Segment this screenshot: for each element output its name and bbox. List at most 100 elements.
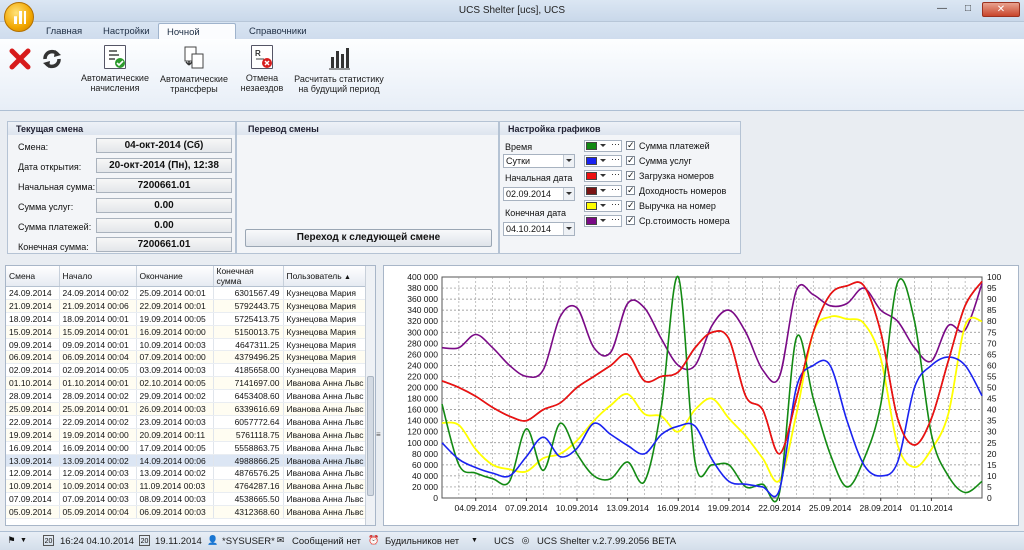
app-logo-icon[interactable] (4, 2, 34, 32)
calendar-icon: 20 (43, 535, 54, 546)
table-row[interactable]: 18.09.2014 18.09.2014 00:01 19.09.2014 00:… (6, 312, 367, 326)
dropdown-icon[interactable]: ▼ (471, 537, 478, 544)
chart-settings-panel: Настройка графиков Время Сутки Начальная… (499, 121, 741, 254)
y-left-tick-label: 240 000 (407, 360, 438, 370)
more-icon: ··· (611, 199, 620, 209)
cell-start: 10.09.2014 00:03 (59, 479, 137, 494)
color-picker-occupancy[interactable]: ··· (584, 169, 622, 182)
col-header-end-sum[interactable]: Конечная сумма (213, 266, 284, 287)
color-picker-payments[interactable]: ··· (584, 139, 622, 152)
splitter-handle[interactable]: ≡ (376, 430, 381, 439)
tab-main[interactable]: Главная (46, 26, 83, 37)
tab-settings[interactable]: Настройки (103, 26, 150, 37)
scrollbar-thumb[interactable] (367, 376, 374, 496)
col-header-end[interactable]: Окончание (136, 266, 214, 287)
dropdown-icon[interactable]: ▼ (20, 537, 27, 544)
table-row[interactable]: 07.09.2014 07.09.2014 00:03 08.09.2014 00:… (6, 492, 367, 507)
cell-user: Иванова Анна Львс (283, 492, 367, 507)
table-row[interactable]: 21.09.2014 21.09.2014 00:06 22.09.2014 00:… (6, 299, 367, 313)
flag-icon[interactable]: ⚑ (7, 535, 16, 545)
color-picker-services[interactable]: ··· (584, 154, 622, 167)
table-row[interactable]: 24.09.2014 24.09.2014 00:02 25.09.2014 00:… (6, 286, 367, 300)
table-row[interactable]: 25.09.2014 25.09.2014 00:01 26.09.2014 00:… (6, 402, 367, 416)
checkbox-adr[interactable]: ✓ (626, 215, 635, 225)
tab-directories[interactable]: Справочники (249, 26, 307, 37)
cancel-button[interactable] (8, 47, 32, 73)
time-select[interactable]: Сутки (503, 154, 575, 168)
table-row[interactable]: 22.09.2014 22.09.2014 00:02 23.09.2014 00:… (6, 415, 367, 429)
cell-user: Иванова Анна Львс (283, 415, 367, 429)
cell-user: Кузнецова Мария (283, 299, 367, 313)
refresh-button[interactable] (40, 47, 64, 73)
checkbox-occupancy[interactable]: ✓ (626, 170, 635, 180)
col-header-shift[interactable]: Смена (6, 266, 60, 287)
x-tick-label: 01.10.2014 (910, 503, 953, 513)
status-version: UCS Shelter v.2.7.99.2056 BETA (537, 536, 677, 547)
table-row[interactable]: 15.09.2014 15.09.2014 00:01 16.09.2014 00:… (6, 325, 367, 339)
calc-stats-label-1: Расчитать статистику (294, 74, 384, 84)
end-date-picker[interactable]: 04.10.2014 (503, 222, 575, 236)
end-sum-label: Конечная сумма: (18, 242, 89, 252)
checkbox-revpar[interactable]: ✓ (626, 200, 635, 210)
close-window-icon[interactable]: ✕ (982, 2, 1020, 17)
cell-end-sum: 5792443.75 (213, 299, 284, 313)
table-row[interactable]: 06.09.2014 06.09.2014 00:04 07.09.2014 00:… (6, 350, 367, 365)
cell-user: Кузнецова Мария (283, 286, 367, 300)
calc-stats-label-2: на будущий период (298, 84, 380, 94)
table-row[interactable]: 05.09.2014 05.09.2014 00:04 06.09.2014 00:… (6, 505, 367, 520)
table-row[interactable]: 19.09.2014 19.09.2014 00:00 20.09.2014 00:… (6, 428, 367, 442)
cell-end-sum: 5558863.75 (213, 441, 284, 455)
color-picker-adr[interactable]: ··· (584, 214, 622, 227)
auto-charges-button[interactable]: Автоматические начисления (78, 45, 152, 93)
checkbox-payments[interactable]: ✓ (626, 140, 635, 150)
status-messages[interactable]: Сообщений нет (292, 536, 361, 547)
cell-end-sum: 4876576.25 (213, 466, 284, 481)
next-shift-button[interactable]: Переход к следующей смене (245, 229, 492, 247)
color-swatch (586, 157, 597, 165)
maximize-icon[interactable]: □ (964, 3, 972, 14)
checkbox-yield[interactable]: ✓ (626, 185, 635, 195)
color-picker-yield[interactable]: ··· (584, 184, 622, 197)
cancel-noshows-button[interactable]: R Отмена незаездов (238, 45, 286, 93)
table-row[interactable]: 16.09.2014 16.09.2014 00:00 17.09.2014 00:… (6, 441, 367, 455)
cell-user: Кузнецова Мария (283, 312, 367, 326)
cell-start: 25.09.2014 00:01 (59, 402, 137, 416)
start-date-picker[interactable]: 02.09.2014 (503, 187, 575, 201)
col-header-user[interactable]: Пользователь ▲ (283, 266, 367, 287)
auto-charges-icon (104, 45, 126, 69)
y-left-tick-label: 320 000 (407, 316, 438, 326)
table-row[interactable]: 12.09.2014 12.09.2014 00:03 13.09.2014 00:… (6, 466, 367, 481)
chevron-down-icon (563, 223, 574, 235)
col-header-start[interactable]: Начало (59, 266, 137, 287)
services-sum-label: Сумма услуг: (18, 202, 74, 212)
cell-end-sum: 6057772.64 (213, 415, 284, 429)
checkbox-services[interactable]: ✓ (626, 155, 635, 165)
table-row[interactable]: 28.09.2014 28.09.2014 00:02 29.09.2014 00:… (6, 389, 367, 404)
cell-end-sum: 4312368.60 (213, 505, 284, 520)
cell-end: 25.09.2014 00:01 (136, 286, 214, 300)
table-row[interactable]: 10.09.2014 10.09.2014 00:03 11.09.2014 00:… (6, 479, 367, 494)
color-picker-revpar[interactable]: ··· (584, 199, 622, 212)
auto-transfers-button[interactable]: Автоматические трансферы (156, 45, 232, 94)
cell-end: 14.09.2014 00:06 (136, 454, 214, 468)
tab-night-audit[interactable]: Ночной аудит (158, 23, 236, 49)
table-scrollbar[interactable] (365, 266, 375, 525)
table-row[interactable]: 13.09.2014 13.09.2014 00:02 14.09.2014 00:… (6, 454, 367, 468)
y-left-tick-label: 160 000 (407, 405, 438, 415)
cell-start: 07.09.2014 00:03 (59, 492, 137, 507)
y-right-tick-label: 85 (987, 305, 997, 315)
series-label-adr: Ср.стоимость номера (639, 216, 730, 226)
y-left-tick-label: 280 000 (407, 338, 438, 348)
table-row[interactable]: 01.10.2014 01.10.2014 00:01 02.10.2014 00:… (6, 376, 367, 391)
minimize-icon[interactable]: — (937, 3, 947, 14)
y-left-tick-label: 140 000 (407, 416, 438, 426)
more-icon: ··· (611, 214, 620, 224)
calc-stats-button[interactable]: Расчитать статистику на будущий период (292, 45, 386, 94)
table-row[interactable]: 09.09.2014 09.09.2014 00:01 10.09.2014 00:… (6, 338, 367, 352)
table-row[interactable]: 02.09.2014 02.09.2014 00:05 03.09.2014 00:… (6, 363, 367, 378)
status-user[interactable]: *SYSUSER* (222, 536, 275, 547)
y-left-tick-label: 120 000 (407, 427, 438, 437)
y-right-tick-label: 60 (987, 360, 997, 370)
color-swatch (586, 142, 597, 150)
status-alarms[interactable]: Будильников нет (385, 536, 460, 547)
